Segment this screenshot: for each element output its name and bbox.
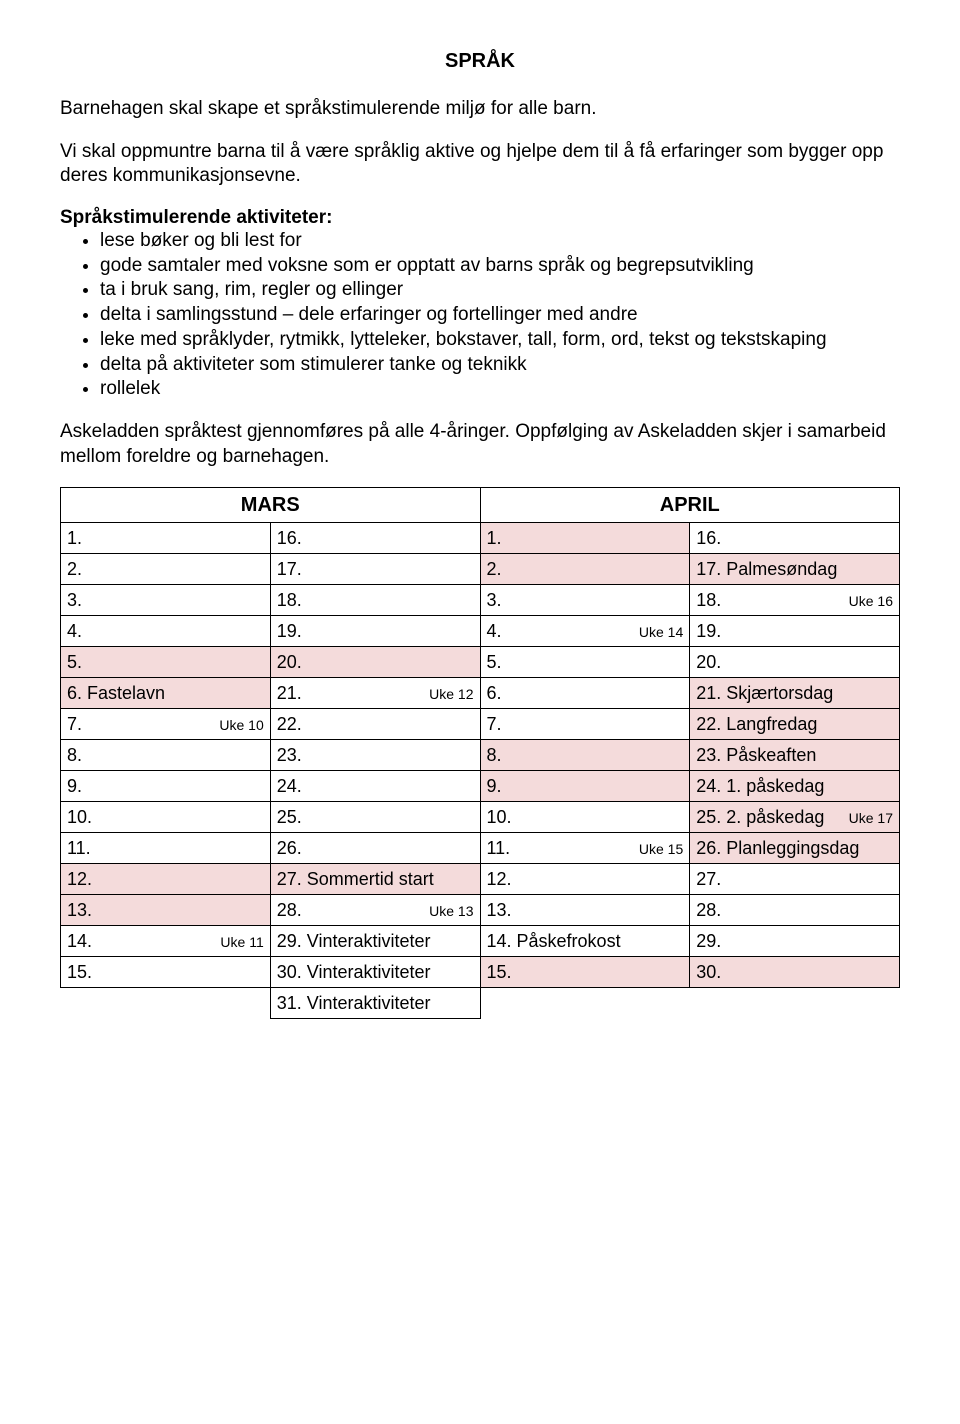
calendar-cell: 16.: [690, 523, 900, 554]
cell-text: 4.: [487, 621, 502, 642]
calendar-cell: 2.: [480, 554, 690, 585]
calendar-cell: 29. Vinteraktiviteter: [270, 926, 480, 957]
calendar-cell: 14. Påskefrokost: [480, 926, 690, 957]
calendar-cell: 14. Uke 11: [61, 926, 271, 957]
calendar-cell: 27.: [690, 864, 900, 895]
calendar-cell: 8.: [61, 740, 271, 771]
calendar-cell: 6. Fastelavn: [61, 678, 271, 709]
calendar-cell: 10.: [61, 802, 271, 833]
calendar-cell: 13.: [61, 895, 271, 926]
calendar-cell: 23.: [270, 740, 480, 771]
calendar-cell: 25. 2. påskedag Uke 17: [690, 802, 900, 833]
calendar-cell: 26. Planleggingsdag: [690, 833, 900, 864]
week-label: Uke 12: [429, 686, 473, 702]
cell-text: 28.: [277, 900, 302, 921]
calendar-cell: 21. Uke 12: [270, 678, 480, 709]
calendar-cell: 18. Uke 16: [690, 585, 900, 616]
cell-text: 7.: [67, 714, 82, 735]
calendar-cell: 8.: [480, 740, 690, 771]
list-item: lese bøker og bli lest for: [100, 229, 900, 254]
intro-paragraph-1: Barnehagen skal skape et språkstimuleren…: [60, 97, 900, 122]
week-label: Uke 17: [849, 810, 893, 826]
list-item: delta på aktiviteter som stimulerer tank…: [100, 353, 900, 378]
calendar-cell: [61, 988, 271, 1019]
calendar-cell: 28.: [690, 895, 900, 926]
list-item: rollelek: [100, 377, 900, 402]
calendar-cell: 29.: [690, 926, 900, 957]
calendar-cell: 5.: [61, 647, 271, 678]
week-label: Uke 16: [849, 593, 893, 609]
calendar-cell: 27. Sommertid start: [270, 864, 480, 895]
calendar-cell: 28. Uke 13: [270, 895, 480, 926]
calendar-cell: 15.: [61, 957, 271, 988]
week-label: Uke 13: [429, 903, 473, 919]
calendar-cell: 5.: [480, 647, 690, 678]
calendar-cell: 1.: [480, 523, 690, 554]
calendar-cell: 9.: [480, 771, 690, 802]
calendar-cell: 18.: [270, 585, 480, 616]
calendar-cell: 30. Vinteraktiviteter: [270, 957, 480, 988]
footer-paragraph: Askeladden språktest gjennomføres på all…: [60, 420, 900, 469]
cell-text: 21.: [277, 683, 302, 704]
month-header-april: APRIL: [480, 488, 900, 523]
week-label: Uke 10: [219, 717, 263, 733]
calendar-cell: 19.: [270, 616, 480, 647]
calendar-cell: 22. Langfredag: [690, 709, 900, 740]
calendar-cell: 15.: [480, 957, 690, 988]
month-header-mars: MARS: [61, 488, 481, 523]
cell-text: 14.: [67, 931, 92, 952]
calendar-cell: 16.: [270, 523, 480, 554]
calendar-cell: 23. Påskeaften: [690, 740, 900, 771]
list-item: gode samtaler med voksne som er opptatt …: [100, 254, 900, 279]
calendar-cell: [690, 988, 900, 1019]
list-item: leke med språklyder, rytmikk, lytteleker…: [100, 328, 900, 353]
calendar-cell: 24. 1. påskedag: [690, 771, 900, 802]
cell-text: 25. 2. påskedag: [696, 807, 824, 828]
list-item: ta i bruk sang, rim, regler og ellinger: [100, 278, 900, 303]
calendar-cell: 30.: [690, 957, 900, 988]
calendar-cell: 3.: [480, 585, 690, 616]
calendar-cell: 24.: [270, 771, 480, 802]
calendar-cell: 20.: [270, 647, 480, 678]
calendar-cell: 20.: [690, 647, 900, 678]
activities-heading: Språkstimulerende aktiviteter:: [60, 207, 900, 229]
cell-text: 18.: [696, 590, 721, 611]
calendar-cell: 4. Uke 14: [480, 616, 690, 647]
calendar-cell: 26.: [270, 833, 480, 864]
calendar-cell: 9.: [61, 771, 271, 802]
week-label: Uke 15: [639, 841, 683, 857]
calendar-cell: 25.: [270, 802, 480, 833]
calendar-cell: 10.: [480, 802, 690, 833]
calendar-cell: 12.: [480, 864, 690, 895]
cell-text: 11.: [487, 838, 511, 859]
calendar-cell: 2.: [61, 554, 271, 585]
calendar-cell: 7. Uke 10: [61, 709, 271, 740]
week-label: Uke 14: [639, 624, 683, 640]
calendar-cell: 22.: [270, 709, 480, 740]
calendar-cell: 6.: [480, 678, 690, 709]
calendar-cell: [480, 988, 690, 1019]
calendar-cell: 3.: [61, 585, 271, 616]
list-item: delta i samlingsstund – dele erfaringer …: [100, 303, 900, 328]
calendar-cell: 17.: [270, 554, 480, 585]
activities-list: lese bøker og bli lest for gode samtaler…: [60, 229, 900, 402]
calendar-cell: 21. Skjærtorsdag: [690, 678, 900, 709]
calendar-cell: 4.: [61, 616, 271, 647]
calendar-cell: 11.: [61, 833, 271, 864]
page-title: SPRÅK: [60, 50, 900, 73]
calendar-cell: 17. Palmesøndag: [690, 554, 900, 585]
calendar-cell: 11. Uke 15: [480, 833, 690, 864]
calendar-cell: 31. Vinteraktiviteter: [270, 988, 480, 1019]
calendar-cell: 1.: [61, 523, 271, 554]
calendar-cell: 19.: [690, 616, 900, 647]
calendar-table: MARS APRIL 1.16.1.16.2.17.2.17. Palmesøn…: [60, 487, 900, 1019]
intro-paragraph-2: Vi skal oppmuntre barna til å være språk…: [60, 140, 900, 189]
calendar-cell: 12.: [61, 864, 271, 895]
week-label: Uke 11: [220, 934, 263, 950]
calendar-cell: 13.: [480, 895, 690, 926]
calendar-cell: 7.: [480, 709, 690, 740]
